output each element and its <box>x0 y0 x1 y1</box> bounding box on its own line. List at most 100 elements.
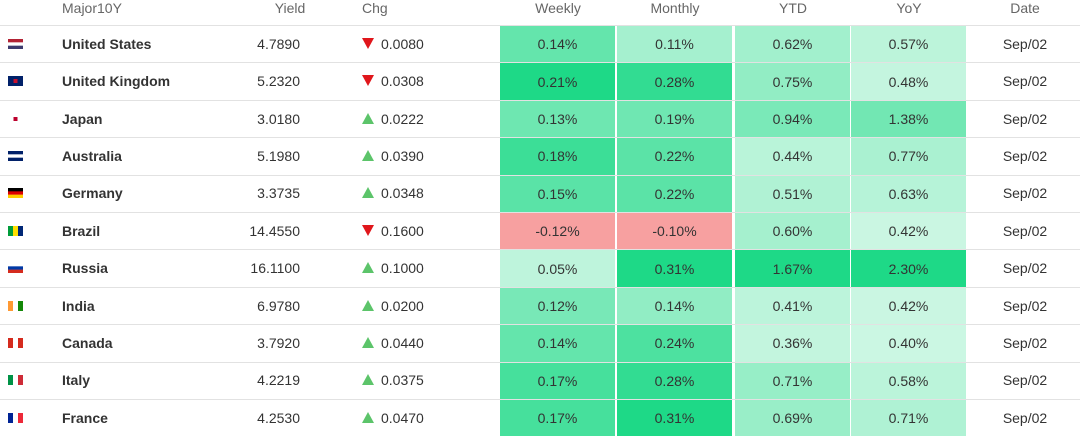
heat-cell: 0.40% <box>851 325 966 362</box>
date-value: Sep/02 <box>1002 334 1048 351</box>
heat-cell: 0.42% <box>851 213 966 250</box>
date-value: Sep/02 <box>1002 260 1048 277</box>
heat-cell: 0.11% <box>617 26 732 63</box>
heat-cell: 0.21% <box>500 63 615 100</box>
flag-icon <box>8 300 23 311</box>
change-value: 0.0375 <box>381 372 424 389</box>
header-cell: YoY <box>896 0 922 16</box>
date-value: Sep/02 <box>1002 147 1048 164</box>
heat-cell: 0.17% <box>500 400 615 436</box>
heat-cell: 2.30% <box>851 250 966 287</box>
heat-cell: 0.94% <box>735 100 850 138</box>
country-name: Brazil <box>62 222 101 239</box>
yield-value: 5.1980 <box>257 147 300 164</box>
change-value: 0.0390 <box>381 147 424 164</box>
heat-cell: 0.71% <box>735 362 850 399</box>
header-cell: Yield <box>274 0 306 16</box>
heat-cell: 0.63% <box>851 175 966 212</box>
change-value: 0.1600 <box>381 222 424 239</box>
heat-cell: 0.14% <box>500 26 615 63</box>
heat-cell: 0.28% <box>617 362 732 399</box>
yield-value: 4.7890 <box>257 35 300 52</box>
date-value: Sep/02 <box>1002 297 1048 314</box>
country-name: Australia <box>62 147 122 164</box>
change-arrow <box>362 374 374 386</box>
date-value: Sep/02 <box>1002 222 1048 239</box>
heat-cell: 0.71% <box>851 400 966 436</box>
heat-cell: 0.22% <box>617 138 732 175</box>
heat-cell: 0.22% <box>617 175 732 212</box>
yield-value: 4.2530 <box>257 409 300 426</box>
heat-cell: 0.05% <box>500 250 615 287</box>
flag-icon <box>8 150 23 161</box>
header-cell: Monthly <box>650 0 700 16</box>
heat-cell: 0.12% <box>500 287 615 325</box>
change-arrow <box>362 336 374 348</box>
row-divider <box>0 286 1080 288</box>
heat-cell: 0.77% <box>851 138 966 175</box>
change-arrow <box>362 224 374 236</box>
change-arrow <box>362 187 374 199</box>
row-divider <box>0 25 1080 26</box>
heat-cell: 0.17% <box>500 362 615 399</box>
heat-cell: 0.60% <box>735 213 850 250</box>
change-arrow <box>362 37 374 49</box>
heat-cell: 0.58% <box>851 362 966 399</box>
flag-icon <box>8 225 23 236</box>
change-value: 0.0308 <box>381 73 424 90</box>
heat-cell: 0.57% <box>851 26 966 63</box>
header-cell: Major10Y <box>62 0 122 16</box>
yield-value: 6.9780 <box>257 297 300 314</box>
heat-cell: 0.44% <box>735 138 850 175</box>
heat-cell: 0.28% <box>617 63 732 100</box>
change-value: 0.0222 <box>381 110 424 127</box>
change-arrow <box>362 262 374 274</box>
date-value: Sep/02 <box>1002 110 1048 127</box>
heat-cell: 0.14% <box>500 325 615 362</box>
yield-value: 3.3735 <box>257 185 300 202</box>
flag-icon <box>8 188 23 199</box>
heat-cell: 0.19% <box>617 100 732 138</box>
date-value: Sep/02 <box>1002 185 1048 202</box>
row-divider <box>0 399 1080 400</box>
country-name: Italy <box>62 372 91 389</box>
country-name: Germany <box>62 185 123 202</box>
row-divider <box>0 174 1080 176</box>
country-name: Japan <box>62 110 103 127</box>
flag-icon <box>8 412 23 423</box>
country-name: United States <box>62 35 152 52</box>
heat-cell: 0.31% <box>617 400 732 436</box>
yield-value: 14.4550 <box>249 222 300 239</box>
date-value: Sep/02 <box>1002 73 1048 90</box>
country-name: United Kingdom <box>62 73 171 90</box>
heat-cell: 1.38% <box>851 100 966 138</box>
change-value: 0.0470 <box>381 409 424 426</box>
heat-cell: 0.41% <box>735 287 850 325</box>
change-value: 0.0348 <box>381 185 424 202</box>
change-value: 0.0080 <box>381 35 424 52</box>
header-cell: Weekly <box>535 0 581 16</box>
country-name: France <box>62 409 108 426</box>
flag-icon <box>8 337 23 348</box>
heat-cell: 0.48% <box>851 63 966 100</box>
row-divider <box>0 324 1080 326</box>
yield-value: 16.1100 <box>250 260 300 277</box>
header-cell: Date <box>1010 0 1040 16</box>
change-arrow <box>362 112 374 124</box>
date-value: Sep/02 <box>1002 35 1048 52</box>
heat-cell: -0.12% <box>500 213 615 250</box>
change-arrow <box>362 149 374 161</box>
yield-value: 4.2219 <box>257 372 300 389</box>
heat-cell: 0.75% <box>735 63 850 100</box>
row-divider <box>0 62 1080 64</box>
flag-icon <box>8 76 23 87</box>
date-value: Sep/02 <box>1002 372 1048 389</box>
yield-value: 5.2320 <box>257 73 300 90</box>
heat-cell: 0.13% <box>500 100 615 138</box>
heat-cell: 0.15% <box>500 175 615 212</box>
heat-cell: 0.42% <box>851 287 966 325</box>
yield-value: 3.7920 <box>257 334 300 351</box>
change-value: 0.0440 <box>381 334 424 351</box>
country-name: Russia <box>62 260 108 277</box>
